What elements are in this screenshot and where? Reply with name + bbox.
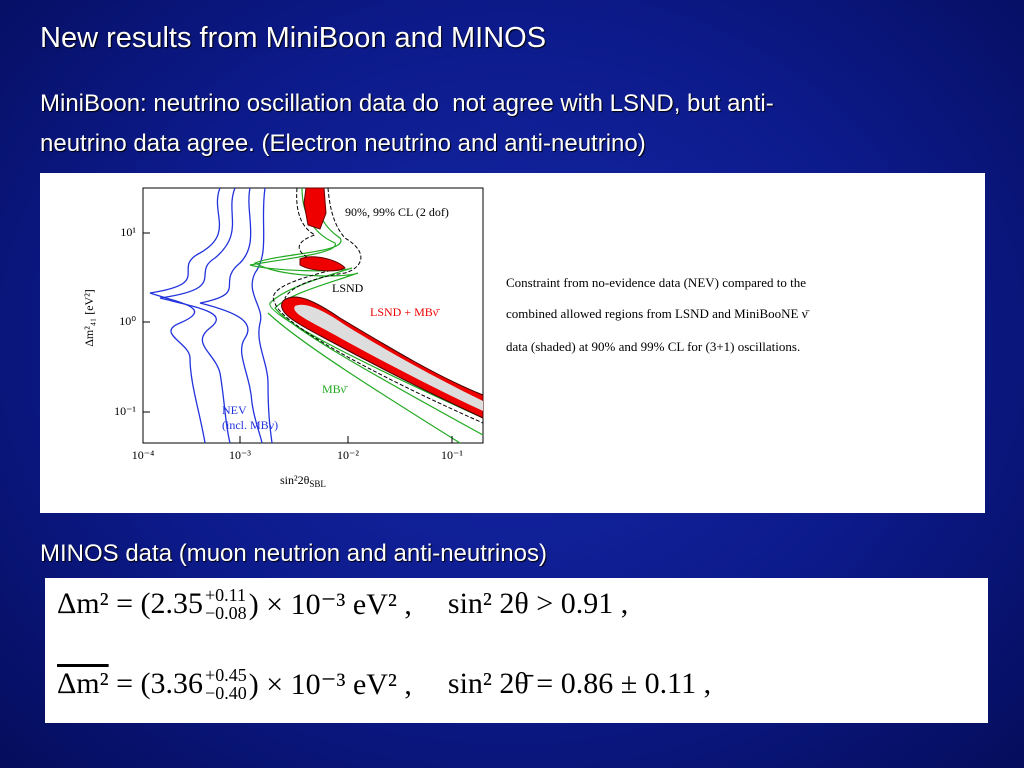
x-tick-label: 10⁻⁴ bbox=[132, 448, 155, 462]
eq-plus: +0.45 bbox=[205, 665, 247, 685]
caption-line: data (shaded) at 90% and 99% CL for (3+1… bbox=[506, 339, 800, 354]
eq-lhs: Δm² bbox=[57, 667, 109, 700]
combined-regions bbox=[281, 187, 484, 419]
x-tick-label: 10⁻² bbox=[337, 448, 359, 462]
caption-line: Constraint from no-evidence data (NEV) c… bbox=[506, 275, 806, 290]
legend-cl: 90%, 99% CL (2 dof) bbox=[345, 205, 449, 219]
eq-factor: ) × 10⁻³ eV² , bbox=[248, 587, 412, 621]
eq-minus: −0.40 bbox=[205, 683, 247, 703]
x-axis-label: sin²2θSBL bbox=[280, 473, 326, 489]
y-axis-label: Δm²₄₁ [eV²] bbox=[82, 289, 96, 347]
x-tick-label: 10⁻¹ bbox=[441, 448, 463, 462]
y-tick-label: 10⁻¹ bbox=[114, 404, 136, 418]
label-nev-incl: (incl. MBν) bbox=[222, 418, 278, 432]
eq-error: +0.11 −0.08 bbox=[205, 586, 247, 622]
paragraph-line: neutrino data agree. (Electron neutrino … bbox=[40, 130, 646, 157]
label-lsnd: LSND bbox=[332, 281, 364, 295]
eq-error: +0.45 −0.40 bbox=[205, 666, 247, 702]
label-nev: NEV bbox=[222, 403, 247, 417]
eq-mid: = (3.36 bbox=[108, 667, 204, 700]
equation: Δm² = (2.35 +0.11 −0.08 ) × 10⁻³ eV² , si… bbox=[57, 586, 628, 622]
x-tick-label: 10⁻³ bbox=[229, 448, 251, 462]
y-tick-label: 10⁰ bbox=[119, 314, 136, 328]
y-tick-label: 10¹ bbox=[120, 225, 136, 239]
caption-line: combined allowed regions from LSND and M… bbox=[506, 306, 810, 321]
minos-heading: MINOS data (muon neutrion and anti-neutr… bbox=[40, 540, 547, 567]
eq-lhs: Δm² = (2.35 bbox=[57, 587, 204, 620]
paragraph-line: MiniBoon: neutrino oscillation data do n… bbox=[40, 90, 774, 117]
eq-factor: ) × 10⁻³ eV² , bbox=[248, 667, 412, 701]
label-mb: MBν̄ bbox=[322, 382, 348, 396]
eq-plus: +0.11 bbox=[205, 585, 247, 605]
slide-title: New results from MiniBoon and MINOS bbox=[40, 22, 547, 54]
eq-minus: −0.08 bbox=[205, 603, 247, 623]
figure: 90%, 99% CL (2 dof) LSND LSND + MBν̄ MBν… bbox=[40, 173, 985, 513]
eq-rhs: sin² 2θ̄ = 0.86 ± 0.11 , bbox=[447, 667, 712, 700]
label-lsnd-mb: LSND + MBν̄ bbox=[370, 305, 440, 319]
nev-curves bbox=[149, 187, 273, 444]
equation: Δm² = (3.36 +0.45 −0.40 ) × 10⁻³ eV² , si… bbox=[57, 666, 711, 702]
equation-box: Δm² = (2.35 +0.11 −0.08 ) × 10⁻³ eV² , si… bbox=[45, 578, 988, 723]
lsnd-contours bbox=[272, 187, 484, 424]
eq-rhs: sin² 2θ > 0.91 , bbox=[447, 587, 629, 620]
